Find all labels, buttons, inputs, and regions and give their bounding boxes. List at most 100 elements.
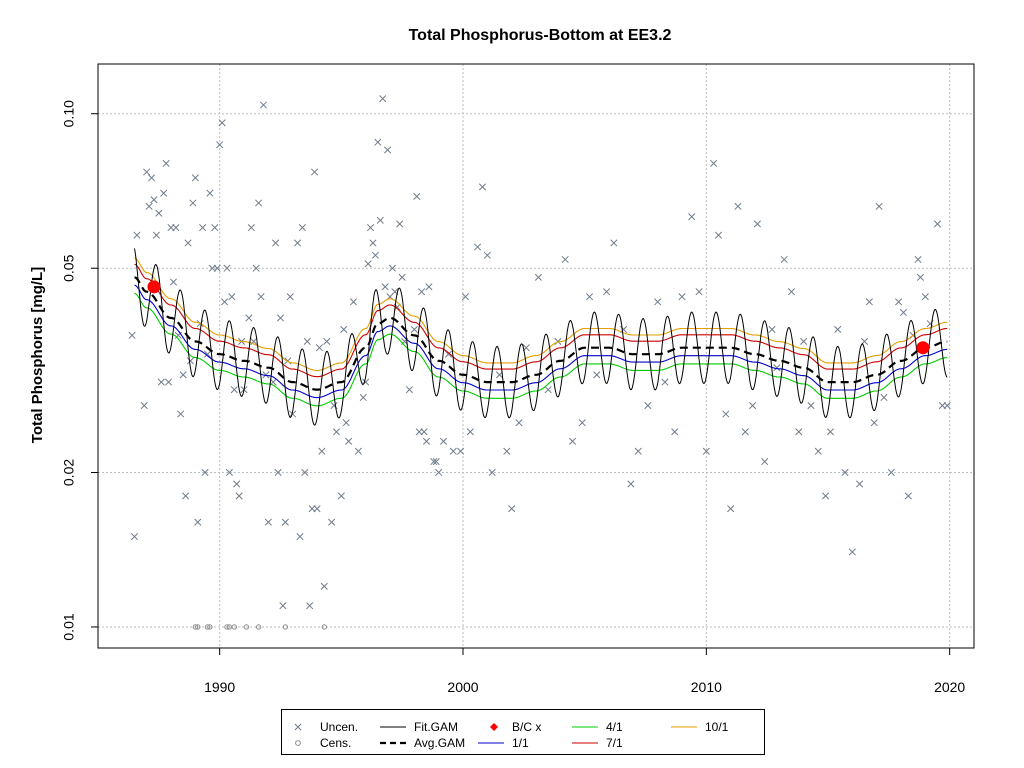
uncensored-point [259, 101, 268, 109]
uncensored-point [508, 505, 516, 513]
uncensored-point [856, 480, 864, 488]
uncensored-point [235, 492, 243, 500]
uncensored-point [371, 251, 379, 259]
x-tick-label: 1990 [204, 679, 235, 695]
uncensored-point [337, 492, 345, 500]
uncensored-point [515, 419, 523, 427]
uncensored-point [177, 410, 185, 418]
uncensored-point [610, 239, 618, 247]
uncensored-point [943, 402, 951, 410]
bc-markers [147, 280, 930, 355]
uncensored-point [585, 293, 594, 301]
uncensored-point [315, 344, 323, 352]
legend-item: Uncen. [294, 720, 358, 734]
uncensored-point [184, 239, 192, 247]
uncensored-point [189, 199, 197, 207]
uncensored-point [895, 298, 903, 306]
uncensored-point [218, 119, 226, 127]
uncensored-point [381, 283, 389, 291]
uncensored-point [768, 325, 776, 333]
uncensored-point [286, 293, 294, 301]
uncensored-point [422, 437, 431, 445]
uncensored-point [418, 288, 426, 296]
legend-label: 1/1 [512, 736, 529, 750]
censored-point [195, 624, 201, 630]
legend-label: 7/1 [606, 736, 623, 750]
uncensored-point [276, 314, 285, 322]
uncensored-point [678, 293, 686, 301]
plot-frame [97, 63, 975, 649]
uncensored-point [410, 325, 418, 333]
legend-label: B/C x [512, 720, 541, 734]
uncensored-point [150, 196, 158, 204]
uncensored-point [206, 189, 214, 197]
uncensored-point [826, 428, 834, 436]
uncensored-point [405, 386, 414, 394]
uncensored-point [425, 283, 433, 291]
axes: 1990 2000 2010 2020 0.01 0.02 0.05 0.10 [61, 100, 966, 695]
uncensored-point [203, 350, 212, 358]
uncensored-point [342, 419, 350, 427]
uncensored-point [313, 505, 321, 513]
y-tick-label: 0.05 [61, 254, 77, 281]
uncensored-point [916, 273, 925, 281]
uncensored-point [281, 518, 289, 526]
uncensored-point [432, 458, 440, 466]
uncensored-point [695, 288, 703, 296]
uncensored-point [787, 288, 796, 296]
uncensored-point [364, 260, 372, 268]
uncensored-point [841, 468, 849, 477]
uncensored-point [814, 447, 822, 455]
uncensored-point [773, 364, 781, 372]
uncensored-point [374, 138, 382, 146]
uncensored-point [933, 220, 942, 228]
uncensored-point [722, 410, 730, 418]
uncensored-point [870, 419, 878, 427]
uncensored-point [289, 410, 297, 418]
uncensored-point [165, 378, 173, 386]
uncensored-point [245, 314, 253, 322]
uncensored-point [388, 264, 396, 272]
legend-item: 10/1 [671, 720, 729, 734]
uncensored-point [213, 264, 221, 272]
legend-label: Cens. [320, 736, 351, 750]
uncensored-point [727, 505, 735, 513]
bc-marker [916, 341, 930, 355]
uncensored-point [152, 231, 160, 239]
x-tick-label: 2010 [691, 679, 722, 695]
uncensored-point [749, 402, 757, 410]
uncensored-point [702, 447, 710, 455]
uncensored-point [182, 492, 190, 500]
uncensored-point [439, 437, 448, 445]
uncensored-point [561, 255, 569, 264]
uncensored-point [466, 428, 474, 436]
series-line-d1_1 [134, 284, 948, 399]
legend-item: 7/1 [572, 736, 623, 750]
uncensored-point [488, 468, 496, 477]
uncensored-point [761, 458, 769, 466]
uncensored-point [875, 202, 883, 210]
uncensored-point [644, 402, 652, 410]
uncensored-point [534, 273, 542, 281]
uncensored-point [398, 273, 406, 281]
uncensored-point [247, 224, 255, 232]
uncensored-point [753, 220, 761, 228]
uncensored-point [345, 437, 353, 445]
censored-point [204, 624, 211, 630]
uncensored-point [865, 298, 873, 306]
uncensored-point [225, 468, 233, 477]
uncensored-point [379, 95, 387, 103]
uncensored-point [661, 378, 669, 386]
uncensored-point [279, 602, 287, 610]
uncensored-point [384, 146, 392, 154]
legend-bc-icon [490, 723, 498, 731]
uncensored-point [143, 168, 151, 176]
censored-point [321, 624, 327, 630]
uncensored-point [568, 437, 577, 445]
uncensored-point [369, 239, 377, 247]
uncensored-point [284, 357, 292, 365]
uncensored-point [834, 325, 842, 333]
uncensored-point [293, 239, 302, 247]
uncensored-point [296, 533, 304, 541]
uncensored-point [220, 298, 229, 306]
